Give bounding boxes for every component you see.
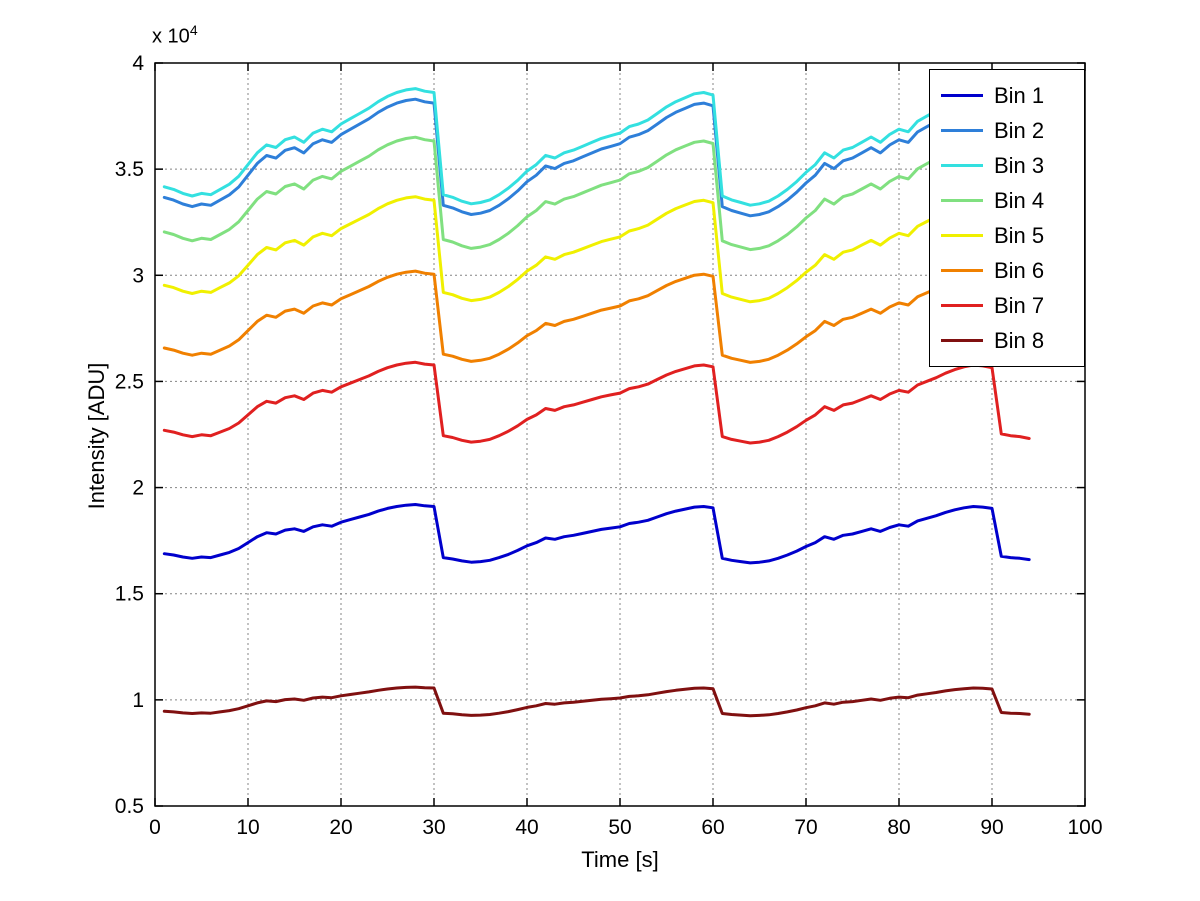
x-axis-label: Time [s]	[581, 847, 659, 872]
legend-line-swatch	[941, 303, 983, 308]
legend-line-swatch	[941, 338, 983, 343]
y-tick-label: 0.5	[115, 795, 144, 818]
y-tick-label: 3.5	[115, 158, 144, 181]
x-tick-label: 50	[608, 816, 631, 839]
series-line-bin-6	[162, 269, 1031, 364]
legend-entry-bin-6: Bin 6	[941, 253, 1084, 288]
legend-line-swatch	[941, 128, 983, 133]
x-tick-label: 20	[329, 816, 352, 839]
legend-entry-bin-5: Bin 5	[941, 218, 1084, 253]
legend-line-swatch	[941, 163, 983, 168]
legend-line-swatch	[941, 93, 983, 98]
y-axis-exponent-label: x 104	[152, 22, 198, 49]
x-tick-label: 80	[887, 816, 910, 839]
legend-label: Bin 7	[994, 292, 1045, 318]
legend-label: Bin 2	[994, 117, 1045, 143]
legend-label: Bin 1	[994, 82, 1045, 108]
y-tick-label: 2	[132, 477, 144, 500]
legend-entry-bin-3: Bin 3	[941, 148, 1084, 183]
y-tick-label: 3	[132, 264, 144, 287]
series-line-bin-5	[162, 195, 1031, 304]
x-tick-label: 70	[794, 816, 817, 839]
legend-entry-bin-7: Bin 7	[941, 288, 1084, 323]
exponent-power: 4	[189, 22, 198, 38]
series-line-bin-8	[162, 685, 1031, 718]
legend-line-swatch	[941, 198, 983, 203]
legend-line-swatch	[941, 233, 983, 238]
legend: Bin 1 Bin 2 Bin 3 Bin 4 Bin 5 Bin 6 Bin 7 Bin 8	[929, 69, 1085, 367]
legend-label: Bin 4	[994, 187, 1045, 213]
x-tick-label: 0	[149, 816, 161, 839]
legend-label: Bin 3	[994, 152, 1045, 178]
x-tick-label: 40	[515, 816, 538, 839]
series-line-bin-7	[162, 360, 1031, 445]
x-tick-label: 60	[701, 816, 724, 839]
legend-entry-bin-4: Bin 4	[941, 183, 1084, 218]
series-line-bin-4	[162, 135, 1031, 252]
series-line-bin-3	[162, 87, 1031, 207]
legend-entry-bin-8: Bin 8	[941, 323, 1084, 358]
legend-line-swatch	[941, 268, 983, 273]
exponent-base: x 10	[152, 25, 190, 48]
series-line-bin-1	[162, 503, 1031, 565]
y-tick-label: 4	[132, 52, 144, 75]
y-tick-label: 1	[132, 689, 144, 712]
y-tick-label: 2.5	[115, 370, 144, 393]
series-line-bin-2	[162, 97, 1031, 218]
x-tick-label: 90	[980, 816, 1003, 839]
y-tick-label: 1.5	[115, 583, 144, 606]
legend-entry-bin-2: Bin 2	[941, 113, 1084, 148]
legend-label: Bin 6	[994, 257, 1045, 283]
x-tick-label: 10	[236, 816, 259, 839]
legend-entry-bin-1: Bin 1	[941, 78, 1084, 113]
legend-label: Bin 5	[994, 222, 1045, 248]
x-tick-label: 30	[422, 816, 445, 839]
legend-label: Bin 8	[994, 327, 1045, 353]
x-tick-label: 100	[1067, 816, 1102, 839]
